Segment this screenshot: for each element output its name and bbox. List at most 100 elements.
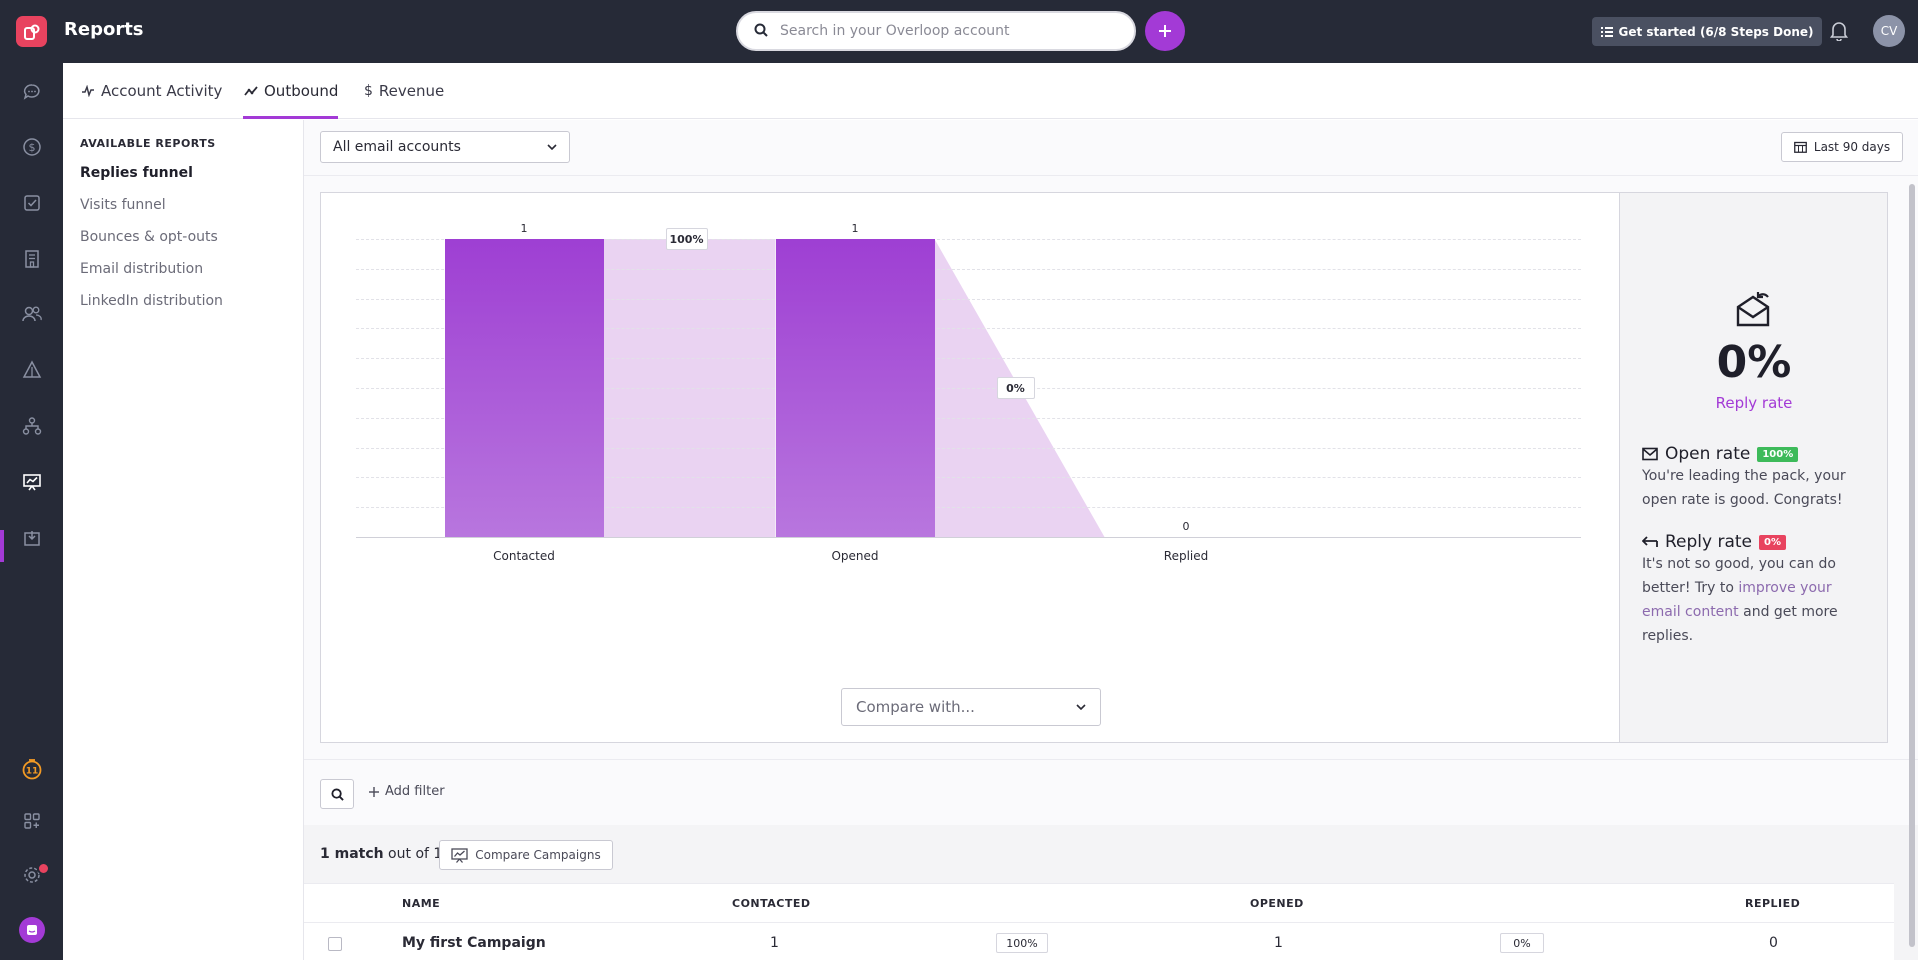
open-rate-badge: 100% — [1757, 446, 1799, 462]
email-accounts-select[interactable]: All email accounts — [320, 131, 570, 163]
funnel-chart-card: Compare with... 100% 0% 1 Contacted 1 Opened 0… — [320, 192, 1888, 743]
report-replies-funnel[interactable]: Replies funnel — [80, 165, 193, 181]
reply-arrow-icon — [1642, 536, 1658, 547]
reports-sidebar-heading: AVAILABLE REPORTS — [80, 137, 216, 150]
notification-dot — [37, 862, 50, 875]
envelope-reply-icon — [1732, 291, 1774, 333]
chat-support-icon[interactable] — [16, 914, 48, 946]
chat-icon[interactable] — [16, 76, 48, 108]
chart-gridline — [356, 268, 1581, 270]
tasks-icon[interactable] — [16, 187, 48, 219]
open-rate-title: Open rate — [1665, 444, 1751, 464]
global-search[interactable] — [736, 11, 1136, 51]
table-search-button[interactable] — [320, 779, 354, 809]
apps-grid-icon[interactable] — [16, 805, 48, 837]
chart-bar-contacted[interactable] — [444, 239, 604, 537]
tab-label: Account Activity — [101, 82, 223, 100]
compare-with-placeholder: Compare with... — [856, 698, 975, 716]
campaigns-triangle-icon[interactable] — [16, 354, 48, 386]
chevron-down-icon — [547, 144, 557, 150]
match-count: 1 match out of 1 — [320, 846, 442, 862]
scrollbar-thumb[interactable] — [1909, 184, 1915, 947]
date-range-label: Last 90 days — [1813, 140, 1891, 154]
column-opened[interactable]: OPENED — [1250, 897, 1304, 910]
svg-text:11: 11 — [26, 767, 39, 777]
top-bar: Reports Get started (6/8 Steps Done) CV — [0, 0, 1918, 63]
get-started-label: Get started (6/8 Steps Done) — [1618, 24, 1814, 39]
create-button[interactable] — [1145, 11, 1185, 51]
search-icon — [330, 787, 344, 801]
match-count-number: 1 match — [320, 846, 384, 862]
chart-gridline — [356, 417, 1581, 419]
chart-gridline — [356, 239, 1581, 240]
dollar-icon: $ — [364, 83, 373, 99]
search-input[interactable] — [780, 23, 1100, 39]
reply-rate-label: Reply rate — [1715, 394, 1793, 412]
table-row[interactable]: My first Campaign 1 100% 1 0% 0 — [304, 923, 1894, 960]
reports-chart-icon[interactable] — [16, 466, 48, 498]
column-replied[interactable]: REPLIED — [1745, 897, 1801, 910]
chart-gridline — [356, 477, 1581, 479]
report-email-distribution[interactable]: Email distribution — [80, 261, 204, 277]
envelope-icon — [1642, 447, 1658, 461]
opened-count: 1 — [1274, 935, 1283, 951]
building-icon[interactable] — [16, 243, 48, 275]
chart-gridline — [356, 447, 1581, 449]
email-accounts-value: All email accounts — [333, 139, 461, 155]
contacts-icon[interactable] — [16, 298, 48, 330]
inbox-download-icon[interactable] — [16, 522, 48, 554]
column-contacted[interactable]: CONTACTED — [732, 897, 811, 910]
deals-dollar-icon[interactable]: $ — [16, 131, 48, 163]
improve-email-link[interactable]: improve your email content — [1642, 580, 1832, 620]
chart-baseline — [356, 537, 1581, 538]
tab-account-activity[interactable]: Account Activity — [81, 63, 222, 119]
date-range-button[interactable]: Last 90 days — [1781, 132, 1903, 162]
report-linkedin-distribution[interactable]: LinkedIn distribution — [80, 293, 223, 309]
chart-presentation-icon — [451, 847, 468, 863]
chart-bar-opened[interactable] — [775, 239, 935, 537]
bell-icon[interactable] — [1826, 18, 1852, 44]
tab-label: Revenue — [378, 82, 445, 100]
conversion-rate-tag: 100% — [665, 228, 708, 250]
avatar[interactable]: CV — [1873, 15, 1905, 47]
column-name[interactable]: NAME — [402, 897, 441, 910]
get-started-button[interactable]: Get started (6/8 Steps Done) — [1592, 17, 1822, 46]
chart-gridline — [356, 358, 1581, 360]
overloop-logo[interactable] — [16, 16, 47, 47]
bar-value-label: 1 — [851, 222, 859, 235]
opened-to-replied-rate: 0% — [1500, 933, 1544, 953]
contacted-to-opened-rate: 100% — [996, 933, 1048, 953]
calendar-icon — [1793, 141, 1807, 153]
open-rate-text: You're leading the pack, your open rate … — [1642, 468, 1846, 508]
compare-with-select[interactable]: Compare with... — [841, 688, 1101, 726]
campaign-table-header: NAME CONTACTED OPENED REPLIED — [304, 883, 1894, 923]
tab-label: Outbound — [264, 82, 339, 100]
reports-sidebar: AVAILABLE REPORTS Replies funnel Visits … — [63, 120, 304, 960]
add-filter-button[interactable]: Add filter — [368, 784, 445, 799]
reply-rate-text-end: and get more replies. — [1642, 604, 1838, 644]
section-divider — [304, 759, 1918, 760]
settings-gear-icon[interactable] — [16, 859, 48, 891]
reply-rate-value: 0% — [1716, 337, 1792, 388]
bar-value-label: 1 — [520, 222, 528, 235]
plus-icon — [369, 786, 379, 797]
campaign-name[interactable]: My first Campaign — [402, 935, 546, 951]
report-visits-funnel[interactable]: Visits funnel — [80, 197, 166, 213]
tab-revenue[interactable]: $ Revenue — [364, 63, 444, 119]
workflow-icon[interactable] — [16, 410, 48, 442]
active-nav-indicator — [0, 530, 4, 562]
trial-timer-icon[interactable]: 11 — [16, 753, 48, 785]
tab-outbound[interactable]: Outbound — [244, 63, 338, 119]
compare-campaigns-button[interactable]: Compare Campaigns — [439, 840, 613, 870]
report-main: All email accounts Last 90 days Compare … — [304, 120, 1918, 960]
row-checkbox[interactable] — [328, 937, 342, 951]
svg-text:$: $ — [29, 141, 36, 154]
report-bounces-optouts[interactable]: Bounces & opt-outs — [80, 229, 218, 245]
funnel-chart: Compare with... 100% 0% 1 Contacted 1 Opened 0… — [321, 193, 1619, 742]
chevron-down-icon — [1076, 704, 1086, 710]
replied-count: 0 — [1769, 935, 1778, 951]
main-nav: $ 11 — [0, 63, 63, 960]
category-label: Opened — [831, 549, 879, 563]
contacted-count: 1 — [770, 935, 779, 951]
compare-campaigns-label: Compare Campaigns — [475, 848, 601, 862]
